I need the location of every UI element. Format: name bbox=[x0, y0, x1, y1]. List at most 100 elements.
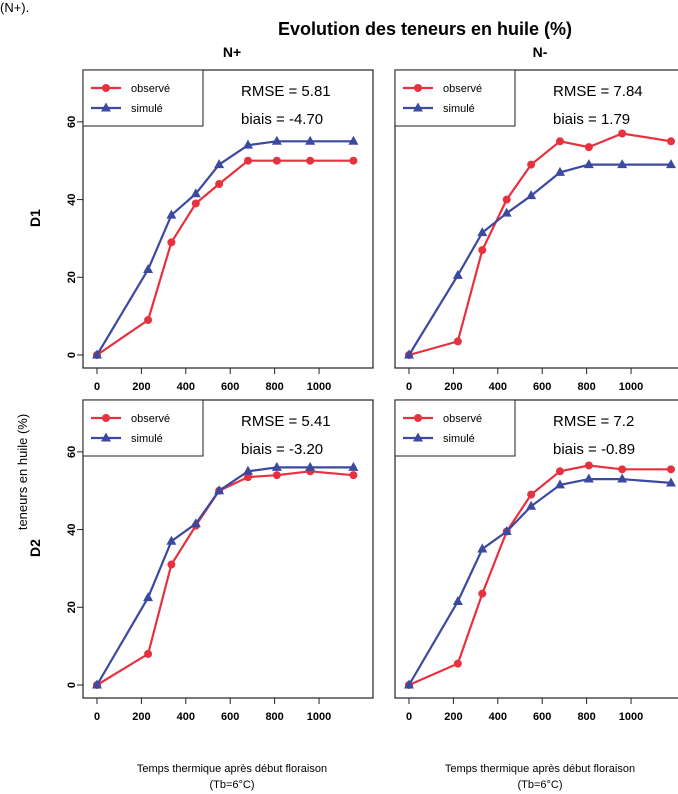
x-tick-label-d1-n-plus-1000: 1000 bbox=[307, 381, 331, 393]
point-simulated-d1-n-minus-8 bbox=[666, 159, 676, 169]
point-simulated-d1-n-minus-5 bbox=[554, 166, 565, 176]
panel-d1-n-minus: 0 200 400 600 800 1000 observé simulé RMSE = 7.8… bbox=[394, 69, 678, 393]
point-observed-d2-n-minus-5 bbox=[555, 467, 564, 476]
point-simulated-d2-n-plus-0 bbox=[92, 679, 102, 689]
figure-title: Evolution des teneurs en huile (%) bbox=[278, 19, 572, 39]
legend-box-d2-n-plus bbox=[82, 399, 204, 457]
series-area-d2-n-plus bbox=[92, 461, 359, 689]
x-axis-label-right-line1: Temps thermique après début floraison bbox=[445, 763, 635, 775]
legend-marker-observed-d2-n-plus bbox=[102, 414, 110, 422]
point-simulated-d1-n-minus-6 bbox=[583, 159, 594, 169]
x-tick-label-d2-n-minus-200: 200 bbox=[444, 711, 462, 723]
point-observed-d1-n-minus-6 bbox=[584, 143, 593, 152]
x-tick-label-d1-n-minus-1000: 1000 bbox=[619, 381, 643, 393]
point-observed-d1-n-plus-6 bbox=[272, 156, 281, 165]
legend-d1-n-minus: observé simulé bbox=[394, 69, 516, 127]
legend-marker-observed-d2-n-minus bbox=[414, 414, 422, 422]
legend-label-observed-d2-n-minus: observé bbox=[443, 413, 482, 425]
series-line-simulated-d1-n-plus bbox=[96, 140, 354, 356]
point-simulated-d1-n-minus-1 bbox=[452, 269, 463, 279]
legend-label-simulated-d1-n-minus: simulé bbox=[443, 103, 475, 115]
point-observed-d1-n-plus-1 bbox=[144, 316, 153, 325]
point-observed-d1-n-plus-4 bbox=[215, 180, 224, 189]
point-simulated-d2-n-plus-7 bbox=[305, 461, 316, 471]
point-observed-d2-n-minus-7 bbox=[618, 465, 627, 474]
stats-rmse-d1-n-plus: RMSE = 5.81 bbox=[241, 83, 331, 100]
point-observed-d1-n-minus-7 bbox=[618, 129, 627, 138]
point-observed-d2-n-minus-6 bbox=[584, 461, 593, 470]
point-observed-d1-n-plus-7 bbox=[306, 156, 315, 165]
x-tick-label-d1-n-plus-600: 600 bbox=[221, 381, 239, 393]
stats-bias-d1-n-minus: biais = 1.79 bbox=[553, 111, 630, 128]
y-tick-label-d1-n-plus-0: 0 bbox=[66, 352, 78, 358]
point-observed-d2-n-plus-1 bbox=[144, 649, 153, 658]
chart-panels: 0 200 400 600 800 10000204060observésimuléRMS… bbox=[66, 69, 678, 723]
point-simulated-d1-n-minus-3 bbox=[501, 207, 512, 217]
y-tick-label-d1-n-plus-60: 60 bbox=[66, 116, 78, 128]
series-line-observed-d1-n-minus bbox=[408, 132, 672, 357]
legend-marker-simulated-d2-n-plus bbox=[101, 432, 111, 442]
x-tick-label-d1-n-plus-400: 400 bbox=[177, 381, 195, 393]
legend-label-observed-d2-n-plus: observé bbox=[131, 413, 170, 425]
point-observed-d1-n-minus-8 bbox=[667, 137, 675, 146]
series-area-d1-n-minus bbox=[404, 129, 676, 359]
x-tick-label-d1-n-minus-0: 0 bbox=[406, 381, 412, 393]
x-tick-label-d2-n-plus-0: 0 bbox=[94, 711, 100, 723]
series-line-simulated-d2-n-plus bbox=[96, 466, 354, 686]
point-observed-d1-n-minus-4 bbox=[527, 160, 536, 169]
legend-label-observed-d1-n-minus: observé bbox=[443, 83, 482, 95]
legend-marker-observed-d1-n-plus bbox=[102, 84, 110, 92]
x-tick-label-d2-n-minus-400: 400 bbox=[489, 711, 507, 723]
row-label-d2: D2 bbox=[27, 539, 43, 557]
panel-d1-n-plus: 0 200 400 600 800 1000 0 20 40 60 observé simulé RMS… bbox=[66, 69, 374, 393]
point-simulated-d1-n-plus-7 bbox=[305, 135, 316, 145]
point-observed-d1-n-minus-1 bbox=[453, 337, 462, 346]
x-axis-label-left-line2: (Tb=6°C) bbox=[209, 779, 254, 791]
plot-frame-d1-n-minus bbox=[394, 69, 678, 369]
series-line-simulated-d1-n-minus bbox=[408, 163, 671, 356]
point-simulated-d2-n-minus-2 bbox=[477, 543, 488, 553]
x-tick-label-d2-n-plus-800: 800 bbox=[265, 711, 283, 723]
plot-frame-d2-n-minus bbox=[394, 399, 678, 699]
panel-d2-n-minus: 0 200 400 600 800 1000 observé simulé RMSE = 7.2… bbox=[394, 399, 678, 723]
point-simulated-d1-n-plus-5 bbox=[242, 139, 253, 149]
legend-box-d1-n-minus bbox=[394, 69, 516, 127]
point-simulated-d1-n-plus-0 bbox=[92, 349, 102, 359]
x-tick-label-d1-n-plus-200: 200 bbox=[132, 381, 150, 393]
corner-text: (N+). bbox=[0, 0, 30, 15]
series-area-d1-n-plus bbox=[92, 135, 359, 359]
point-observed-d1-n-plus-5 bbox=[243, 156, 252, 165]
point-simulated-d2-n-minus-7 bbox=[617, 473, 628, 483]
x-tick-label-d1-n-minus-400: 400 bbox=[489, 381, 507, 393]
y-tick-label-d2-n-plus-40: 40 bbox=[66, 523, 78, 535]
point-simulated-d2-n-minus-8 bbox=[666, 477, 676, 487]
stats-rmse-d2-n-plus: RMSE = 5.41 bbox=[241, 413, 331, 430]
legend-marker-observed-d1-n-minus bbox=[414, 84, 422, 92]
y-axis-label: teneurs en huile (%) bbox=[15, 414, 30, 530]
x-tick-label-d2-n-minus-1000: 1000 bbox=[619, 711, 643, 723]
stats-rmse-d2-n-minus: RMSE = 7.2 bbox=[553, 413, 634, 430]
x-tick-label-d1-n-minus-800: 800 bbox=[577, 381, 595, 393]
point-observed-d2-n-minus-2 bbox=[478, 589, 487, 598]
x-tick-label-d1-n-plus-0: 0 bbox=[94, 381, 100, 393]
legend-marker-simulated-d1-n-minus bbox=[413, 102, 423, 112]
column-label-n-plus: N+ bbox=[223, 44, 241, 60]
point-simulated-d2-n-plus-1 bbox=[143, 592, 154, 602]
plot-frame-d1-n-plus bbox=[82, 69, 374, 369]
x-tick-label-d2-n-plus-1000: 1000 bbox=[307, 711, 331, 723]
y-tick-label-d2-n-plus-60: 60 bbox=[66, 446, 78, 458]
panel-d2-n-plus: 0 200 400 600 800 1000 0 20 40 60 observé simulé RMS… bbox=[66, 399, 374, 723]
point-observed-d1-n-plus-3 bbox=[191, 199, 200, 208]
point-simulated-d2-n-minus-6 bbox=[583, 473, 594, 483]
point-simulated-d1-n-plus-3 bbox=[190, 188, 201, 198]
x-tick-label-d2-n-minus-600: 600 bbox=[533, 711, 551, 723]
legend-label-simulated-d2-n-minus: simulé bbox=[443, 433, 475, 445]
point-simulated-d2-n-plus-3 bbox=[190, 518, 201, 528]
point-observed-d1-n-minus-2 bbox=[478, 246, 487, 255]
point-simulated-d1-n-plus-1 bbox=[143, 264, 154, 274]
point-observed-d1-n-minus-3 bbox=[502, 195, 511, 204]
x-tick-label-d2-n-plus-400: 400 bbox=[177, 711, 195, 723]
point-simulated-d1-n-plus-4 bbox=[214, 159, 225, 169]
point-observed-d1-n-minus-5 bbox=[555, 137, 564, 146]
